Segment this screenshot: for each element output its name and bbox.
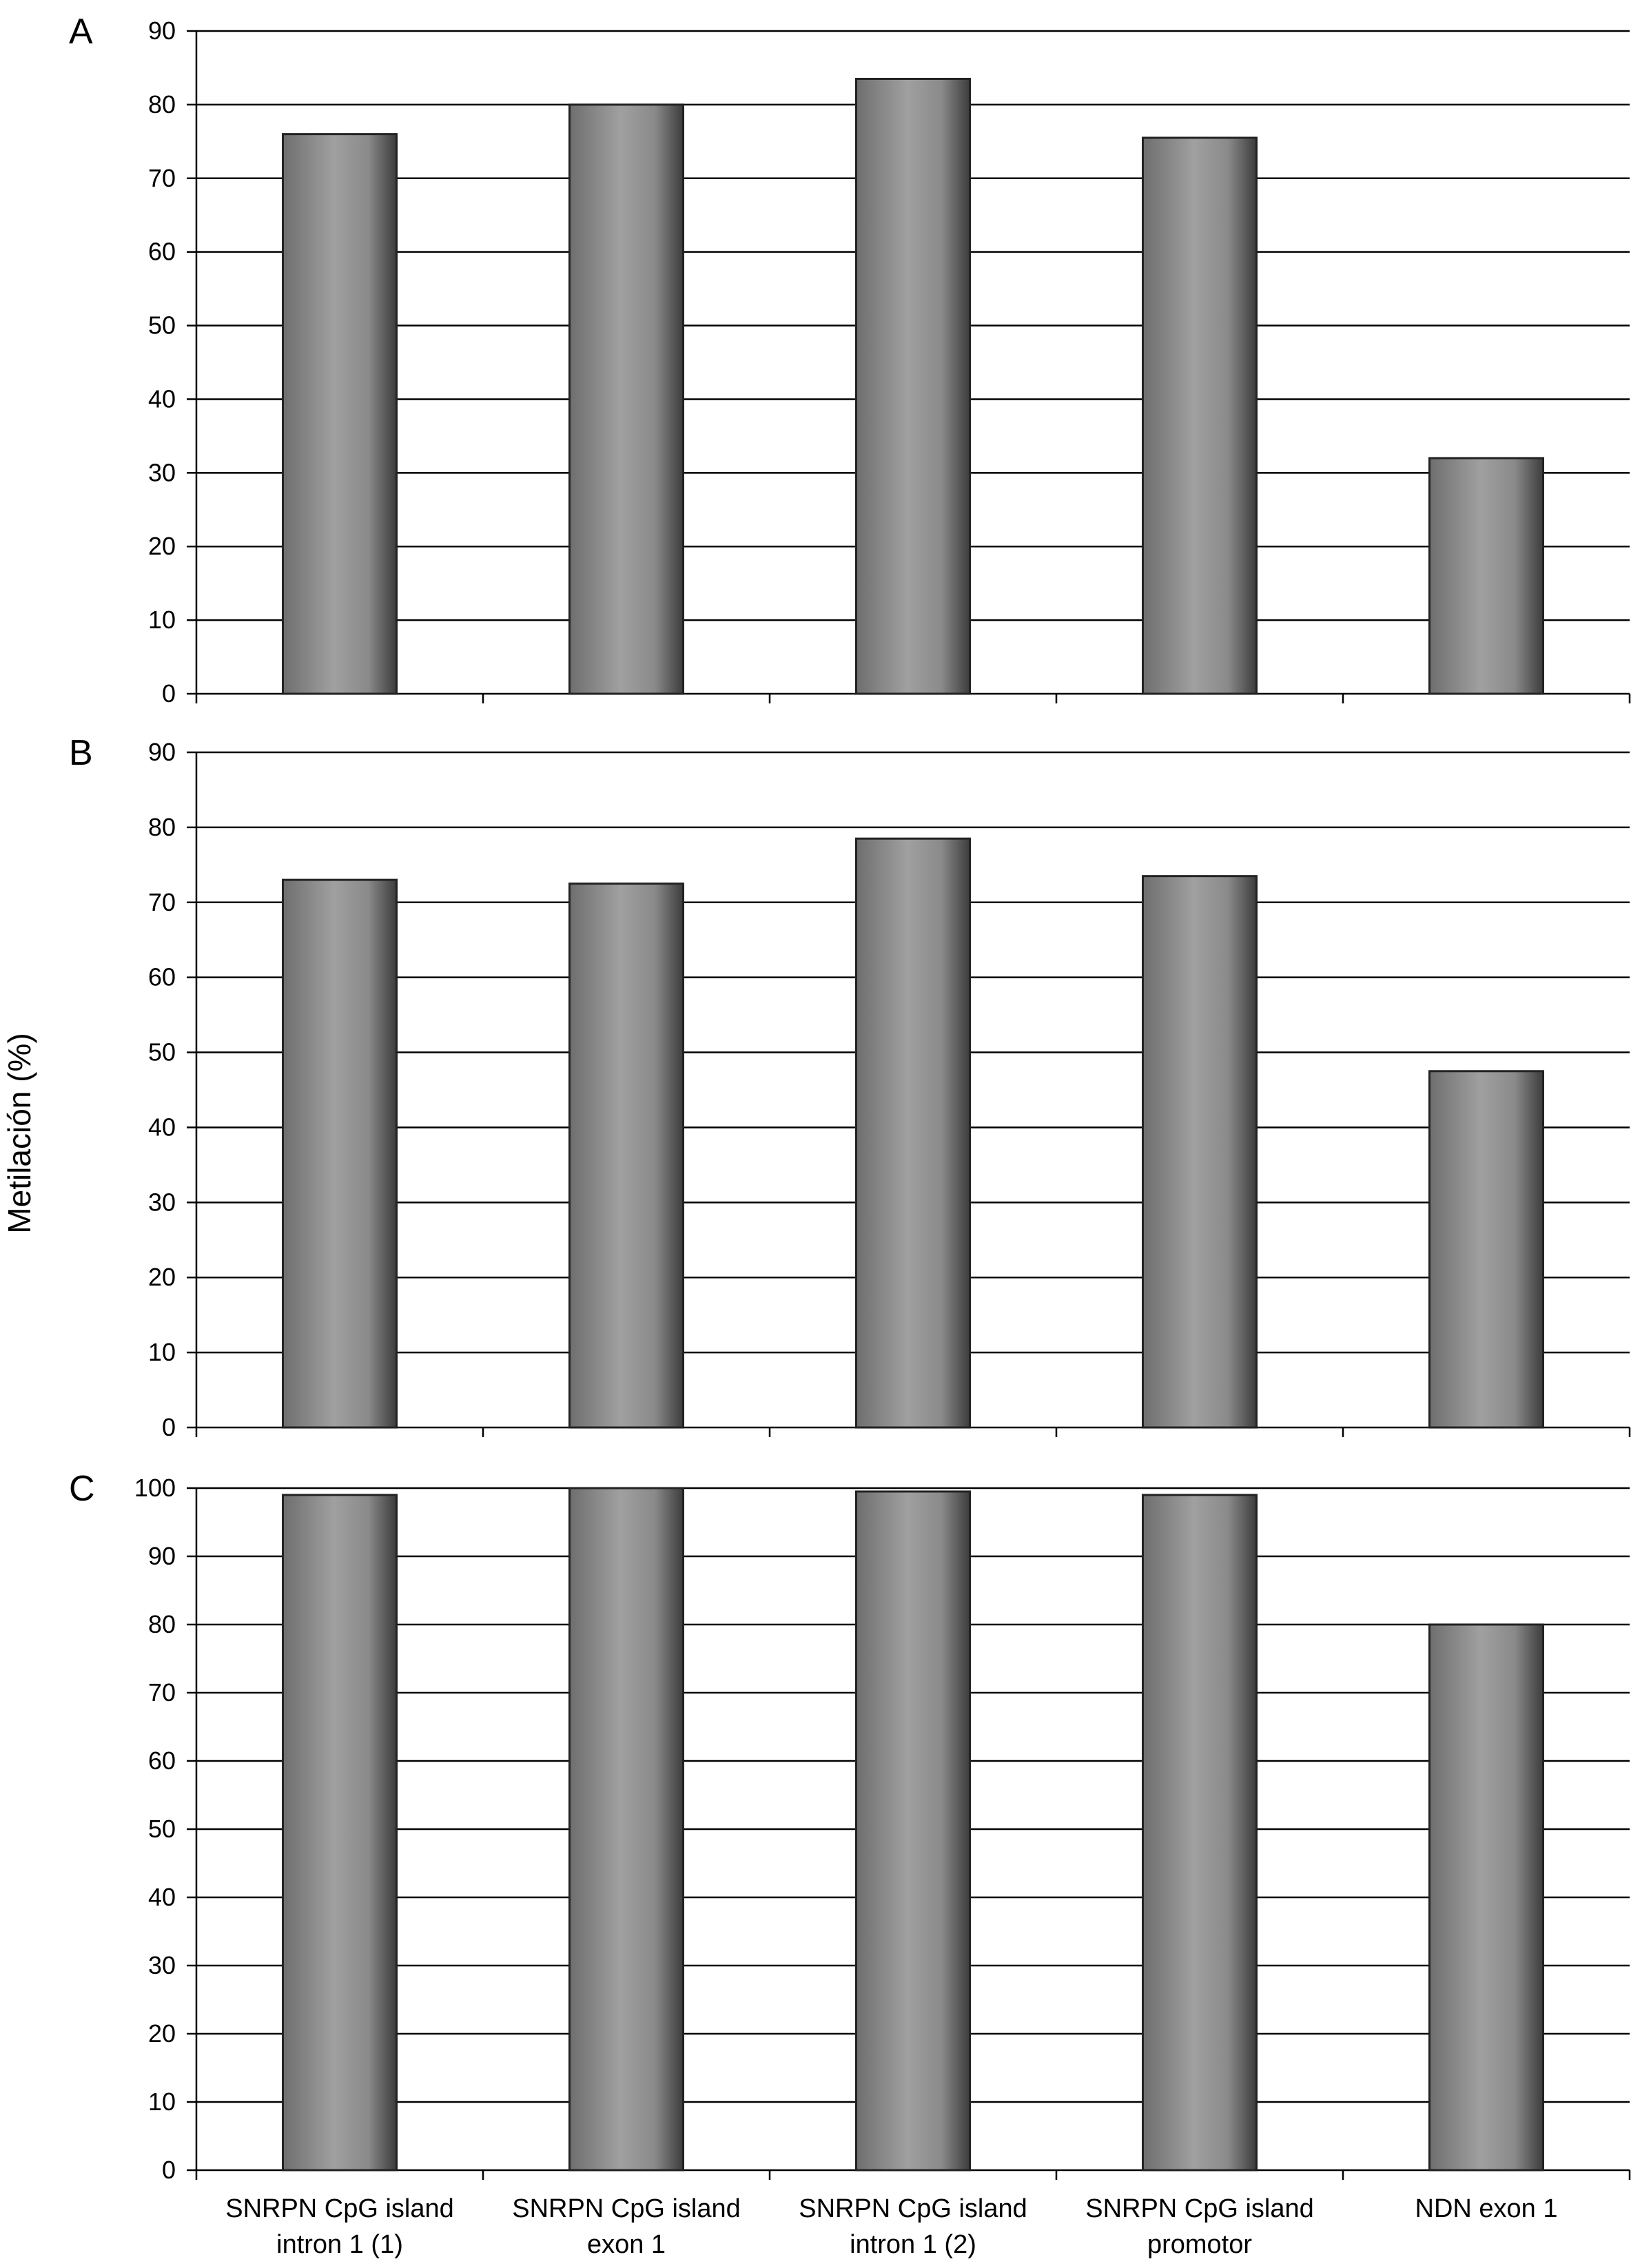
category-labels: SNRPN CpG island intron 1 (1) SNRPN CpG is… [225, 2194, 1557, 2259]
y-tick-label: 50 [148, 1038, 176, 1066]
bar [568, 103, 684, 695]
y-tick-label: 10 [148, 1338, 176, 1366]
y-tick-label: 40 [148, 1883, 176, 1911]
y-tick-label: 60 [148, 963, 176, 991]
bar [1142, 1494, 1258, 2172]
y-tick-label: 20 [148, 2019, 176, 2048]
panel-letter: A [69, 12, 93, 52]
y-tick-label: 50 [148, 311, 176, 340]
y-tick-label: 0 [162, 2156, 176, 2184]
bar [568, 883, 684, 1429]
panel-c: 0 10 20 30 40 50 60 70 80 90 100 C [69, 1469, 1631, 2184]
y-tick-label: 90 [148, 738, 176, 766]
x-tick-label: SNRPN CpG island [799, 2194, 1027, 2223]
bar [282, 878, 398, 1429]
y-tick-label: 80 [148, 1610, 176, 1638]
bar [1428, 457, 1544, 695]
bar [1142, 136, 1258, 695]
y-tick-label: 10 [148, 2087, 176, 2116]
y-tick-label: 80 [148, 813, 176, 841]
y-tick-label: 50 [148, 1815, 176, 1843]
panel-letter: B [69, 733, 93, 773]
y-tick-label: 0 [162, 679, 176, 708]
bar [1428, 1070, 1544, 1429]
y-tick-label: 70 [148, 1678, 176, 1707]
y-tick-label: 0 [162, 1413, 176, 1441]
x-tick-label: intron 1 (1) [276, 2230, 403, 2259]
bar [568, 1487, 684, 2172]
x-tick-label: exon 1 [587, 2230, 666, 2259]
bar [282, 1494, 398, 2172]
bar [282, 133, 398, 695]
y-tick-label: 30 [148, 1951, 176, 1979]
bar [855, 837, 971, 1429]
y-tick-label: 40 [148, 1113, 176, 1141]
y-tick-label: 80 [148, 90, 176, 118]
y-tick-label: 10 [148, 606, 176, 634]
x-tick-label: SNRPN CpG island [1085, 2194, 1314, 2223]
panel-b: 0 10 20 30 40 50 60 70 80 90 B [69, 733, 1631, 1441]
y-tick-label: 30 [148, 458, 176, 486]
y-tick-label: 60 [148, 238, 176, 266]
y-tick-label: 60 [148, 1746, 176, 1775]
y-tick-label: 20 [148, 1263, 176, 1291]
y-tick-label: 30 [148, 1188, 176, 1216]
x-tick-label: intron 1 (2) [850, 2230, 976, 2259]
x-tick-label: promotor [1147, 2230, 1252, 2259]
x-tick-label: SNRPN CpG island [225, 2194, 454, 2223]
bar [855, 77, 971, 695]
panel-a: 0 10 20 30 40 50 60 70 80 90 A [69, 12, 1631, 708]
y-tick-label: 90 [148, 17, 176, 45]
y-tick-label: 70 [148, 164, 176, 192]
x-tick-label: NDN exon 1 [1415, 2194, 1558, 2223]
y-tick-label: 90 [148, 1542, 176, 1570]
panel-letter: C [69, 1469, 95, 1509]
bar [1428, 1623, 1544, 2172]
y-tick-label: 70 [148, 888, 176, 916]
y-tick-label: 40 [148, 384, 176, 413]
y-axis-label: Metilación (%) [1, 1033, 37, 1233]
x-tick-label: SNRPN CpG island [512, 2194, 741, 2223]
y-tick-label: 100 [134, 1474, 176, 1502]
bar [1142, 875, 1258, 1429]
y-tick-label: 20 [148, 532, 176, 560]
bar [855, 1490, 971, 2172]
